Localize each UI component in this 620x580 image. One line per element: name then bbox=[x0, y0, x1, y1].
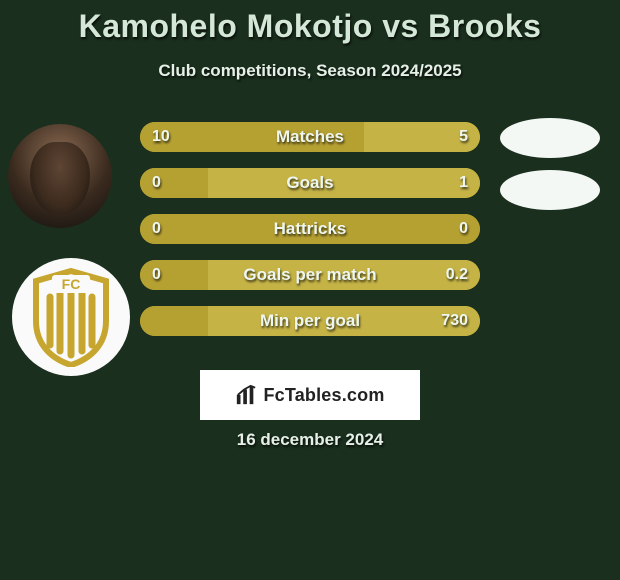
bar-row: 00Hattricks bbox=[140, 214, 480, 244]
bar-row: 01Goals bbox=[140, 168, 480, 198]
player-right-avatar-placeholder-2 bbox=[500, 170, 600, 210]
club-badge: FC bbox=[12, 258, 130, 376]
bar-fill-left bbox=[140, 122, 364, 152]
bar-fill-right bbox=[208, 168, 480, 198]
comparison-bars: 105Matches 01Goals 00Hattricks 00.2Goals pe… bbox=[140, 122, 480, 352]
player-left-avatar bbox=[8, 124, 112, 228]
page-subtitle: Club competitions, Season 2024/2025 bbox=[0, 61, 620, 81]
page-title: Kamohelo Mokotjo vs Brooks bbox=[0, 0, 620, 45]
bar-fill-right bbox=[208, 306, 480, 336]
fctables-logo-card: FcTables.com bbox=[200, 370, 420, 420]
bar-fill-left bbox=[140, 306, 208, 336]
bars-icon bbox=[235, 384, 257, 406]
bar-fill-right bbox=[208, 260, 480, 290]
bar-fill-right bbox=[364, 122, 480, 152]
player-right-avatar-placeholder-1 bbox=[500, 118, 600, 158]
snapshot-date: 16 december 2024 bbox=[0, 430, 620, 450]
bar-row: 105Matches bbox=[140, 122, 480, 152]
bar-fill-left bbox=[140, 260, 208, 290]
bar-fill-left bbox=[140, 214, 480, 244]
bar-row: 00.2Goals per match bbox=[140, 260, 480, 290]
bar-fill-left bbox=[140, 168, 208, 198]
bar-row: 730Min per goal bbox=[140, 306, 480, 336]
badge-letters: FC bbox=[62, 276, 81, 292]
fctables-logo-text: FcTables.com bbox=[263, 385, 384, 406]
shield-icon: FC bbox=[28, 267, 114, 367]
